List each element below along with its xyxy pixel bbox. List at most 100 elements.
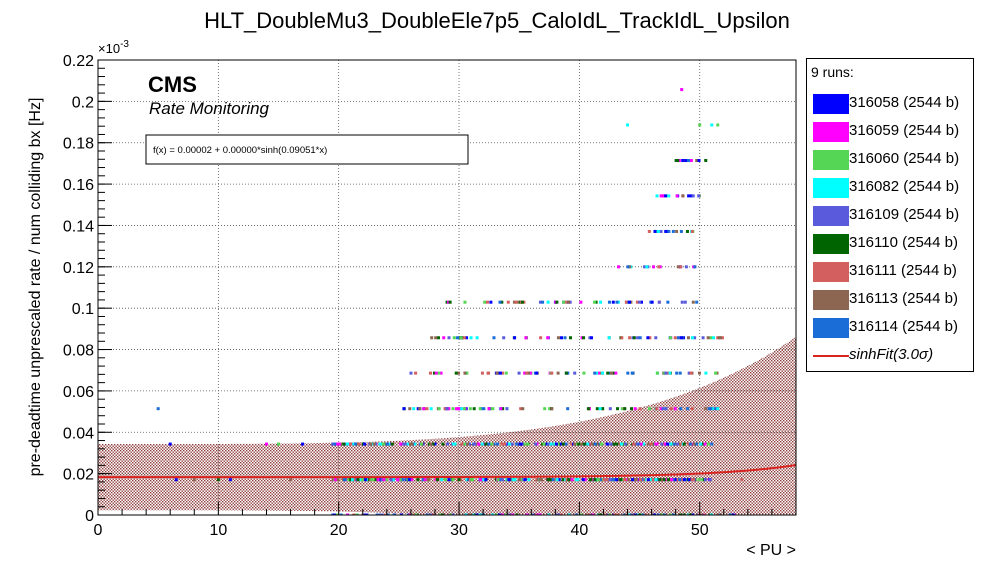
legend-swatch — [813, 290, 849, 310]
data-point — [679, 407, 683, 411]
data-point — [687, 194, 691, 198]
data-point — [679, 265, 683, 269]
data-point — [681, 194, 685, 198]
data-point — [505, 407, 509, 411]
data-point — [443, 478, 447, 482]
data-point — [332, 513, 336, 515]
data-point — [402, 407, 406, 411]
data-point — [684, 159, 688, 163]
data-point — [479, 478, 483, 482]
data-point — [331, 478, 335, 482]
data-point — [626, 123, 630, 127]
data-point — [433, 442, 437, 446]
legend-label: 316082 (2544 b) — [849, 178, 960, 195]
data-point — [645, 265, 649, 269]
data-point — [665, 229, 669, 233]
data-point — [486, 442, 490, 446]
data-point — [407, 478, 411, 482]
data-point — [591, 513, 595, 515]
data-point — [451, 407, 455, 411]
data-point — [716, 123, 720, 127]
data-point — [683, 300, 687, 304]
data-point — [615, 300, 619, 304]
data-point — [674, 159, 678, 163]
data-point — [639, 442, 643, 446]
data-point — [480, 442, 484, 446]
data-point — [644, 513, 648, 515]
data-point — [547, 513, 551, 515]
data-point — [716, 407, 720, 411]
data-point — [557, 513, 561, 515]
data-point — [501, 407, 505, 411]
data-point — [676, 159, 680, 163]
data-point — [457, 478, 461, 482]
data-point — [594, 300, 598, 304]
data-point — [678, 478, 682, 482]
data-point — [168, 442, 172, 446]
data-point — [477, 442, 481, 446]
data-point — [547, 442, 551, 446]
data-point — [391, 478, 395, 482]
data-point — [623, 442, 627, 446]
data-point — [349, 478, 353, 482]
data-point — [387, 442, 391, 446]
fit-formula: f(x) = 0.00002 + 0.00000*sinh(0.09051*x) — [153, 145, 327, 156]
legend-label: 316060 (2544 b) — [849, 150, 960, 167]
data-point — [408, 407, 412, 411]
data-point — [401, 442, 405, 446]
data-point — [681, 159, 685, 163]
data-point — [664, 442, 668, 446]
data-point — [559, 442, 563, 446]
data-point — [662, 513, 666, 515]
data-point — [602, 478, 606, 482]
data-point — [399, 442, 403, 446]
data-point — [599, 300, 603, 304]
data-point — [611, 478, 615, 482]
data-point — [418, 407, 422, 411]
data-point — [596, 478, 600, 482]
data-point — [550, 371, 554, 375]
legend-entry: 316082 (2544 b) — [807, 173, 975, 201]
data-point — [460, 442, 464, 446]
data-point — [643, 265, 647, 269]
data-point — [716, 336, 720, 340]
data-point — [407, 513, 411, 515]
data-point — [690, 229, 694, 233]
data-point — [697, 371, 701, 375]
data-point — [692, 478, 696, 482]
data-point — [690, 478, 694, 482]
data-point — [522, 300, 526, 304]
data-point — [445, 407, 449, 411]
data-point — [448, 513, 452, 515]
data-point — [538, 478, 542, 482]
data-point — [554, 442, 558, 446]
legend-label: 316058 (2544 b) — [849, 94, 960, 111]
data-point — [712, 336, 716, 340]
data-point — [640, 300, 644, 304]
data-point — [527, 371, 531, 375]
data-point — [671, 229, 675, 233]
data-point — [434, 371, 438, 375]
x-tick-label: 20 — [330, 522, 348, 539]
data-point — [630, 478, 634, 482]
data-point — [437, 407, 441, 411]
data-point — [570, 478, 574, 482]
data-point — [698, 123, 702, 127]
y-tick-label: 0 — [85, 508, 94, 525]
legend-label: 316109 (2544 b) — [849, 206, 960, 223]
data-point — [481, 478, 485, 482]
data-point — [613, 513, 617, 515]
data-point — [689, 159, 693, 163]
legend-swatch — [813, 206, 849, 226]
data-point — [434, 336, 438, 340]
data-point — [577, 442, 581, 446]
data-point — [482, 407, 486, 411]
data-point — [423, 478, 427, 482]
data-point — [619, 442, 623, 446]
data-point — [590, 442, 594, 446]
data-point — [706, 442, 710, 446]
data-point — [580, 442, 584, 446]
data-point — [522, 442, 526, 446]
data-point — [428, 371, 432, 375]
data-point — [609, 478, 613, 482]
